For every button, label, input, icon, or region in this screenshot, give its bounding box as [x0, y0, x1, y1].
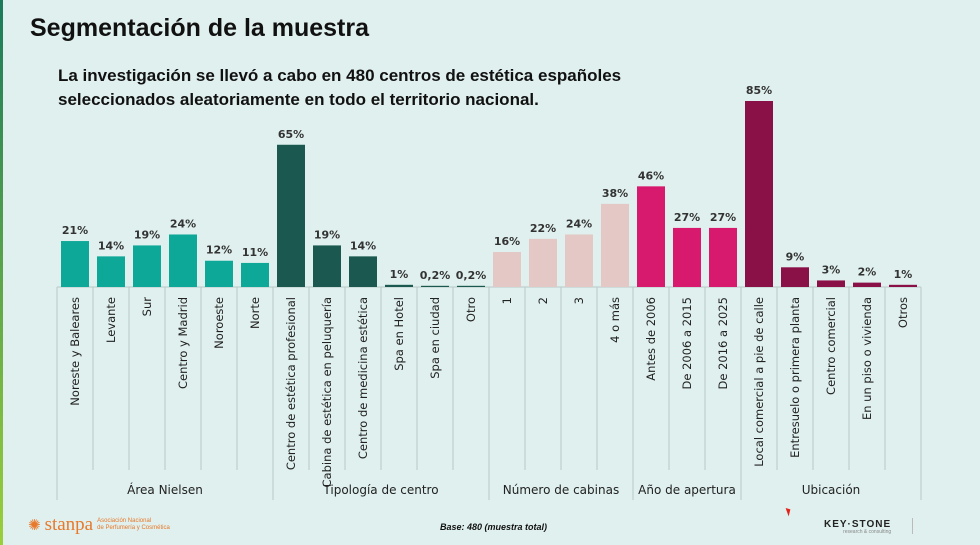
bar — [349, 256, 377, 287]
data-label: 14% — [350, 239, 376, 252]
stanpa-sun-icon: ✺ — [28, 516, 41, 534]
group-label: Ubicación — [802, 483, 861, 497]
data-label: 0,2% — [456, 269, 487, 282]
category-label: 3 — [572, 297, 586, 304]
data-label: 11% — [242, 246, 268, 259]
category-label: Centro de medicina estética — [356, 297, 370, 459]
bar — [133, 245, 161, 287]
group-label: Área Nielsen — [127, 482, 203, 497]
subtitle-line-1: La investigación se llevó a cabo en 480 … — [58, 66, 622, 85]
left-accent-strip — [0, 0, 3, 545]
stanpa-association: Asociación Nacional de Perfumería y Cosm… — [97, 518, 170, 532]
bar — [241, 262, 269, 287]
bar — [169, 234, 197, 287]
category-label: Otros — [896, 297, 910, 328]
bar — [745, 101, 773, 287]
data-label: 19% — [134, 228, 160, 241]
group-label: Tipología de centro — [322, 483, 438, 497]
category-label: Centro comercial — [824, 297, 838, 395]
category-label: Local comercial a pie de calle — [752, 297, 766, 467]
bar — [313, 245, 341, 287]
footer-divider — [912, 518, 913, 534]
bar — [493, 251, 521, 287]
stanpa-assoc-line-2: de Perfumería y Cosmética — [97, 525, 170, 531]
bar — [61, 241, 89, 287]
bar — [673, 227, 701, 287]
category-label: Noroeste — [212, 297, 226, 349]
data-label: 1% — [390, 268, 409, 281]
category-label: Noreste y Baleares — [68, 297, 82, 406]
stanpa-assoc-line-1: Asociación Nacional — [97, 518, 152, 524]
data-label: 1% — [894, 268, 913, 281]
data-label: 19% — [314, 228, 340, 241]
data-label: 27% — [674, 211, 700, 224]
bar — [889, 284, 917, 287]
base-note: Base: 480 (muestra total) — [440, 522, 548, 532]
data-label: 14% — [98, 239, 124, 252]
bar — [709, 227, 737, 287]
category-label: Spa en ciudad — [428, 297, 442, 379]
bar — [529, 238, 557, 287]
data-label: 2% — [858, 266, 877, 279]
keystone-tagline: research & consulting — [843, 529, 892, 535]
data-label: 65% — [278, 128, 304, 141]
stanpa-wordmark: stanpa — [44, 514, 94, 535]
category-label: Spa en Hotel — [392, 297, 406, 371]
data-label: 46% — [638, 169, 664, 182]
category-label: 1 — [500, 297, 514, 304]
group-label: Año de apertura — [638, 483, 736, 497]
data-label: 85% — [746, 84, 772, 97]
subtitle-line-2: seleccionados aleatoriamente en todo el … — [58, 90, 539, 109]
data-label: 38% — [602, 187, 628, 200]
bar — [277, 144, 305, 287]
category-label: Levante — [104, 297, 118, 343]
category-label: Sur — [140, 297, 154, 317]
data-label: 16% — [494, 235, 520, 248]
category-label: De 2006 a 2015 — [680, 297, 694, 389]
category-label: 2 — [536, 297, 550, 304]
bar — [421, 285, 449, 287]
category-label: Otro — [464, 297, 478, 322]
category-label: De 2016 a 2025 — [716, 297, 730, 389]
data-label: 22% — [530, 222, 556, 235]
category-label: Centro de estética profesional — [284, 297, 298, 470]
data-label: 24% — [170, 217, 196, 230]
bar — [817, 280, 845, 287]
category-label: Centro y Madrid — [176, 297, 190, 389]
category-label: Entresuelo o primera planta — [788, 297, 802, 458]
bar — [457, 285, 485, 287]
keystone-logo: KEY·STONE research & consulting — [824, 519, 891, 535]
category-label: Cabina de estética en peluquería — [320, 297, 334, 488]
bar — [637, 186, 665, 287]
bar — [385, 284, 413, 287]
data-label: 0,2% — [420, 269, 451, 282]
category-label: Norte — [248, 297, 262, 329]
category-label: En un piso o vivienda — [860, 297, 874, 420]
bar — [853, 282, 881, 287]
data-label: 21% — [62, 224, 88, 237]
bar — [565, 234, 593, 287]
page-subtitle: La investigación se llevó a cabo en 480 … — [58, 64, 698, 112]
stanpa-logo: ✺ stanpa Asociación Nacional de Perfumer… — [28, 514, 170, 536]
category-label: Antes de 2006 — [644, 297, 658, 381]
data-label: 24% — [566, 217, 592, 230]
keystone-wordmark: KEY·STONE — [824, 519, 892, 530]
page-title: Segmentación de la muestra — [30, 14, 370, 42]
bar — [601, 203, 629, 287]
data-label: 3% — [822, 263, 841, 276]
data-label: 9% — [786, 250, 805, 263]
category-label: 4 o más — [608, 297, 622, 343]
bar — [781, 267, 809, 287]
data-label: 27% — [710, 211, 736, 224]
data-label: 12% — [206, 244, 232, 257]
bar — [205, 260, 233, 287]
bar — [97, 256, 125, 287]
group-label: Número de cabinas — [503, 483, 619, 497]
